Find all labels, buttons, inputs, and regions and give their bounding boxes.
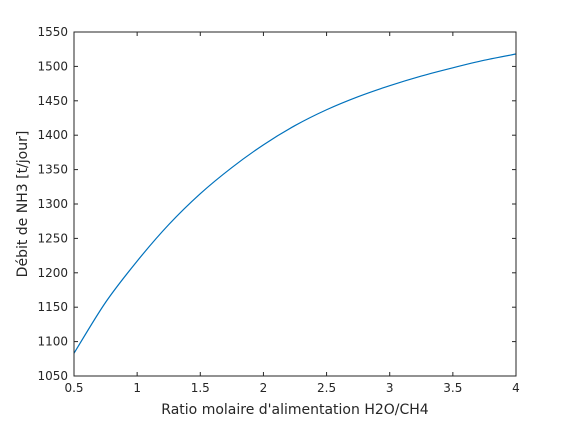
y-tick-label: 1400 (37, 128, 68, 142)
x-tick-label: 3.5 (443, 381, 462, 395)
y-tick-label: 1550 (37, 25, 68, 39)
y-tick-label: 1250 (37, 231, 68, 245)
y-tick-label: 1450 (37, 94, 68, 108)
y-tick-label: 1200 (37, 266, 68, 280)
plot-area (74, 32, 516, 376)
y-tick-label: 1500 (37, 59, 68, 73)
y-tick-label: 1300 (37, 197, 68, 211)
y-tick-label: 1050 (37, 369, 68, 383)
x-tick-labels: 0.5 1 1.5 2 2.5 3 3.5 4 (64, 381, 519, 395)
x-tick-label: 3 (386, 381, 394, 395)
y-axis-label: Débit de NH3 [t/jour] (15, 131, 31, 278)
x-axis-label: Ratio molaire d'alimentation H2O/CH4 (161, 402, 428, 418)
series-line (73, 53, 517, 354)
x-tick-label: 2 (260, 381, 268, 395)
x-tick-label: 2.5 (317, 381, 336, 395)
x-tick-label: 1.5 (191, 381, 210, 395)
y-tick-label: 1100 (37, 335, 68, 349)
y-tick-labels: 1050 1100 1150 1200 1250 1300 1350 1400 1450 1500… (37, 25, 68, 383)
plot-frame (73, 31, 517, 377)
series-layer (73, 53, 517, 354)
y-tick-label: 1350 (37, 163, 68, 177)
x-tick-label: 1 (133, 381, 141, 395)
y-tick-label: 1150 (37, 300, 68, 314)
x-tick-label: 0.5 (64, 381, 83, 395)
x-tick-label: 4 (512, 381, 520, 395)
